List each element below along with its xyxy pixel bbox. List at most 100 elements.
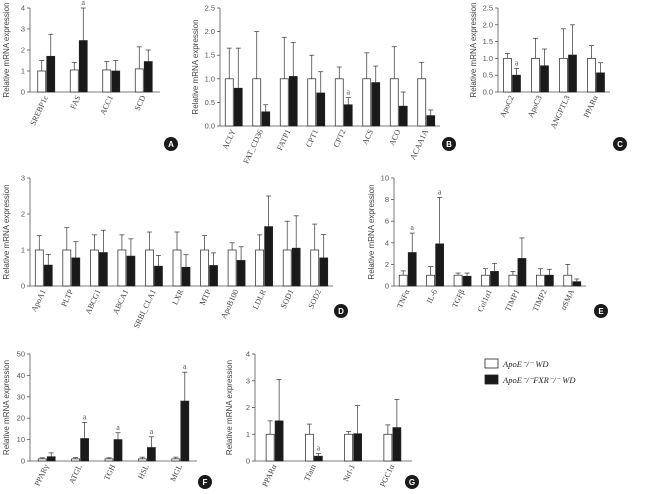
bar-fxr xyxy=(490,271,499,287)
bar-fxr xyxy=(392,427,402,462)
y-tick-label: 40 xyxy=(17,371,25,380)
bar-wd xyxy=(503,58,512,93)
y-tick-label: 4 xyxy=(385,238,389,247)
bar-fxr xyxy=(314,455,323,462)
category-label: SCD xyxy=(133,94,148,112)
bar-wd xyxy=(200,249,209,287)
y-tick-label: 2.0 xyxy=(483,20,493,29)
y-tick-label: 8 xyxy=(385,195,389,204)
bar-fxr xyxy=(143,61,153,93)
y-tick-label: 0.5 xyxy=(483,71,493,80)
bar-fxr xyxy=(316,92,326,127)
bar-wd xyxy=(398,274,408,287)
y-tick-label: 0.0 xyxy=(483,88,493,97)
bar-wd xyxy=(334,78,344,127)
bar-wd xyxy=(563,274,573,287)
y-axis-label: Relative mRNA expression xyxy=(225,360,234,455)
category-label: TNFα xyxy=(395,287,412,309)
bar-fxr xyxy=(545,274,554,287)
significance-mark: a xyxy=(183,362,187,371)
significance-mark: a xyxy=(410,223,414,232)
panel-d: 0 1 2 3 Relative mRNA expression ApoA1 PLTP ABC… xyxy=(2,174,348,330)
category-label: Col1α1 xyxy=(476,288,494,313)
y-tick-label: 2.5 xyxy=(205,4,215,13)
bar-fxr xyxy=(111,70,121,93)
y-tick-label: 0 xyxy=(21,282,25,291)
bar-wd xyxy=(69,69,79,93)
y-tick-label: 1.0 xyxy=(483,54,493,63)
panel-badge xyxy=(442,137,456,151)
bar-wd xyxy=(37,70,47,93)
bar-wd xyxy=(481,274,490,287)
bar-fxr xyxy=(264,226,273,287)
y-tick-label: 0 xyxy=(385,282,389,291)
y-tick-label: 0.5 xyxy=(205,98,215,107)
panel-badge xyxy=(594,304,608,318)
category-label: ApoB100 xyxy=(219,288,240,320)
bar-wd xyxy=(104,458,114,462)
category-label: SREBP1c xyxy=(28,94,50,127)
y-tick-label: 0.0 xyxy=(205,122,215,131)
category-label: TIMP2 xyxy=(531,288,549,313)
bar-wd xyxy=(90,249,99,287)
category-label: ANGPTL3 xyxy=(549,94,572,130)
bar-wd xyxy=(344,433,353,462)
bar-fxr xyxy=(353,433,362,462)
bar-fxr xyxy=(343,104,353,127)
bar-fxr xyxy=(512,74,521,93)
y-tick-label: 2 xyxy=(21,46,25,55)
bar-fxr xyxy=(517,258,527,287)
bar-fxr xyxy=(462,275,472,287)
panel-badge xyxy=(613,137,627,151)
panel-letter: A xyxy=(168,140,174,149)
category-label: FAT_CD36 xyxy=(241,128,265,165)
bar-wd xyxy=(172,249,182,287)
bar-wd xyxy=(279,78,289,127)
bar-fxr xyxy=(126,255,136,287)
bar-wd xyxy=(426,274,435,287)
bar-wd xyxy=(265,433,275,462)
y-tick-label: 1 xyxy=(21,246,25,255)
bar-fxr xyxy=(180,400,190,462)
bar-wd xyxy=(227,249,237,287)
panel-letter: B xyxy=(446,140,452,149)
significance-mark: a xyxy=(438,187,442,196)
bar-wd xyxy=(383,433,393,462)
y-tick-label: 10 xyxy=(17,435,25,444)
category-label: ACAA1A xyxy=(408,128,430,161)
bar-fxr xyxy=(568,54,577,93)
bar-wd xyxy=(117,249,127,287)
bar-fxr xyxy=(288,76,298,127)
y-tick-label: 2 xyxy=(246,403,250,412)
category-label: SRBI_CLA1 xyxy=(132,288,158,330)
y-tick-label: 3 xyxy=(21,174,25,183)
panel-letter: F xyxy=(203,478,208,487)
bar-fxr xyxy=(572,281,582,287)
category-label: ABCG1 xyxy=(83,288,102,316)
y-tick-label: 1.5 xyxy=(483,37,493,46)
y-axis-label: Relative mRNA expression xyxy=(2,360,11,455)
bar-wd xyxy=(134,68,144,93)
significance-mark: a xyxy=(83,412,87,421)
panel-a: 0 1 2 3 4 Relative mRNA expression SREBP1c a FAS… xyxy=(2,0,178,151)
category-label: LXR xyxy=(170,287,185,306)
bar-fxr xyxy=(596,72,605,93)
bar-wd xyxy=(310,249,320,287)
panel-badge xyxy=(164,137,178,151)
bar-fxr xyxy=(46,55,56,93)
bar-wd xyxy=(224,78,234,127)
bar-wd xyxy=(417,78,427,127)
category-label: MGL xyxy=(168,463,184,483)
bar-fxr xyxy=(291,247,301,287)
y-tick-label: 0 xyxy=(246,457,250,466)
category-label: SOD1 xyxy=(279,288,296,310)
bar-fxr xyxy=(46,456,56,462)
category-label: ApoC2 xyxy=(498,94,516,119)
y-tick-label: 3 xyxy=(246,376,250,385)
category-label: PPARα xyxy=(260,462,278,488)
bar-wd xyxy=(102,69,112,93)
category-label: αSMA xyxy=(559,288,576,312)
category-label: ApoA1 xyxy=(29,288,47,313)
y-tick-label: 3 xyxy=(21,25,25,34)
